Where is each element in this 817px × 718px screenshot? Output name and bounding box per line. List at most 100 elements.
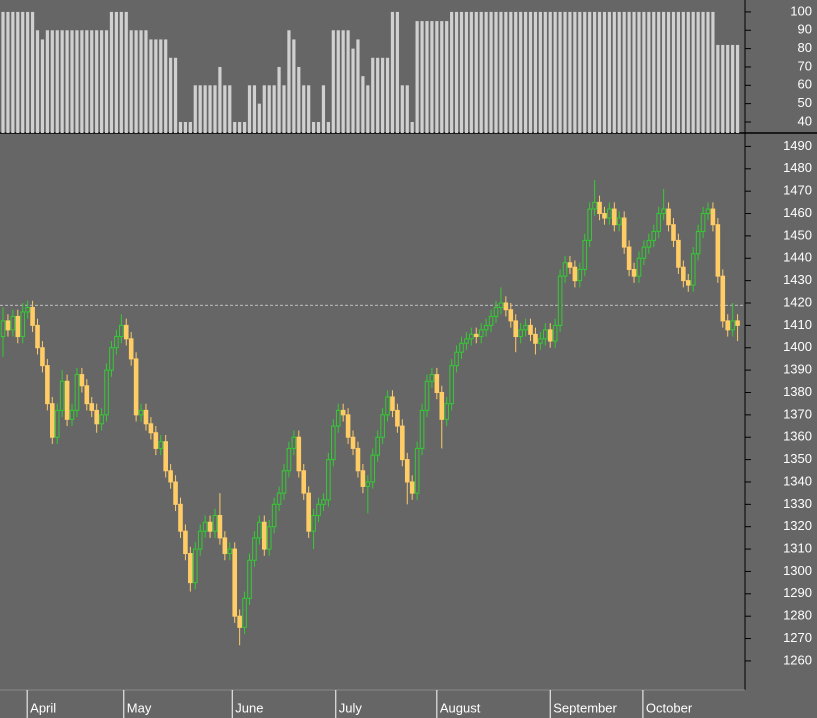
candle-body — [380, 414, 385, 438]
candle-body — [50, 403, 55, 438]
candle-body — [483, 324, 489, 331]
indicator-bar — [415, 21, 419, 134]
indicator-bar — [385, 57, 390, 133]
candle-body — [168, 470, 173, 483]
y-tick-label: 1360 — [783, 429, 812, 444]
candle-body — [419, 409, 425, 449]
candle-body — [572, 266, 578, 282]
y-tick-label: 1270 — [783, 630, 812, 645]
indicator-bar — [711, 11, 715, 133]
indicator-bar — [484, 11, 488, 133]
candle-body — [621, 217, 627, 248]
indicator-bar — [578, 11, 582, 133]
candle-body — [715, 224, 721, 277]
indicator-bar — [159, 39, 163, 134]
candle-body — [498, 302, 504, 308]
candle-body — [567, 262, 573, 268]
indicator-bar — [193, 85, 197, 133]
indicator-bar — [277, 66, 281, 133]
y-tick-label: 1260 — [783, 652, 812, 667]
candle-body — [488, 315, 494, 326]
indicator-bar — [642, 11, 646, 133]
indicator-bar — [612, 11, 616, 133]
indicator-bar — [85, 30, 89, 133]
indicator-bar — [686, 11, 690, 133]
y-tick-label: 1410 — [783, 317, 812, 332]
candle-body — [266, 526, 272, 550]
indicator-bar — [302, 85, 306, 133]
candle-body — [257, 521, 262, 539]
indicator-bar — [568, 11, 572, 133]
candle-body — [173, 481, 178, 505]
candle-body — [163, 441, 168, 472]
indicator-bar — [208, 85, 212, 133]
indicator-bar — [558, 11, 562, 133]
candle-body — [454, 351, 459, 367]
candle-body — [518, 329, 523, 338]
indicator-bar — [499, 11, 503, 133]
indicator-bar — [154, 39, 158, 134]
candle-body — [631, 268, 637, 277]
candle-body — [459, 342, 464, 353]
indicator-bar — [588, 11, 592, 133]
indicator-bar — [652, 11, 656, 133]
indicator-bar — [144, 30, 148, 133]
candle-body — [54, 409, 60, 438]
candle-body — [143, 409, 149, 425]
candle-body — [350, 436, 356, 449]
candle-body — [725, 320, 731, 331]
indicator-bar — [450, 11, 454, 133]
y-tick-label: 1380 — [783, 384, 812, 399]
candle-body — [730, 320, 735, 331]
y-tick-label: 100 — [790, 3, 812, 18]
candle-body — [326, 459, 331, 501]
candle-body — [0, 320, 6, 338]
y-tick-label: 70 — [798, 58, 812, 73]
candle-body — [5, 320, 11, 331]
indicator-bar — [326, 121, 330, 133]
indicator-bar — [65, 30, 69, 133]
candle-body — [316, 503, 321, 517]
y-tick-label: 50 — [798, 95, 812, 110]
candle-body — [597, 201, 602, 215]
indicator-bar — [440, 21, 444, 134]
candle-body — [395, 409, 400, 427]
indicator-bar — [390, 11, 395, 133]
indicator-bar — [647, 11, 651, 133]
indicator-bar — [696, 11, 700, 133]
candle-body — [148, 423, 154, 434]
candle-body — [247, 559, 252, 599]
candle-body — [735, 320, 740, 326]
y-tick-label: 1430 — [783, 272, 812, 287]
indicator-bar — [548, 11, 552, 133]
candle-body — [385, 396, 390, 416]
indicator-bar — [129, 30, 133, 133]
indicator-bar — [242, 121, 247, 133]
candle-body — [128, 338, 134, 360]
candle-body — [469, 333, 474, 340]
candle-body — [222, 537, 228, 555]
indicator-bar — [30, 11, 35, 133]
indicator-bar — [95, 30, 99, 133]
candle-body — [79, 374, 85, 387]
candle-body — [64, 380, 70, 420]
indicator-bar — [238, 121, 242, 133]
candle-body — [690, 253, 696, 286]
candle-body — [188, 553, 193, 584]
candle-body — [685, 280, 691, 286]
indicator-bar — [657, 11, 661, 133]
indicator-bar — [45, 30, 49, 133]
candle-body — [99, 414, 104, 425]
candle-body — [508, 309, 514, 322]
indicator-bar — [336, 30, 340, 133]
indicator-bar — [366, 85, 370, 133]
candle-body — [69, 409, 75, 420]
indicator-bar — [681, 11, 685, 133]
indicator-bar — [721, 44, 725, 134]
candle-body — [429, 374, 435, 382]
indicator-bar — [198, 85, 202, 133]
indicator-bar — [410, 121, 414, 133]
candle-body — [296, 436, 302, 472]
indicator-bar — [632, 11, 636, 133]
